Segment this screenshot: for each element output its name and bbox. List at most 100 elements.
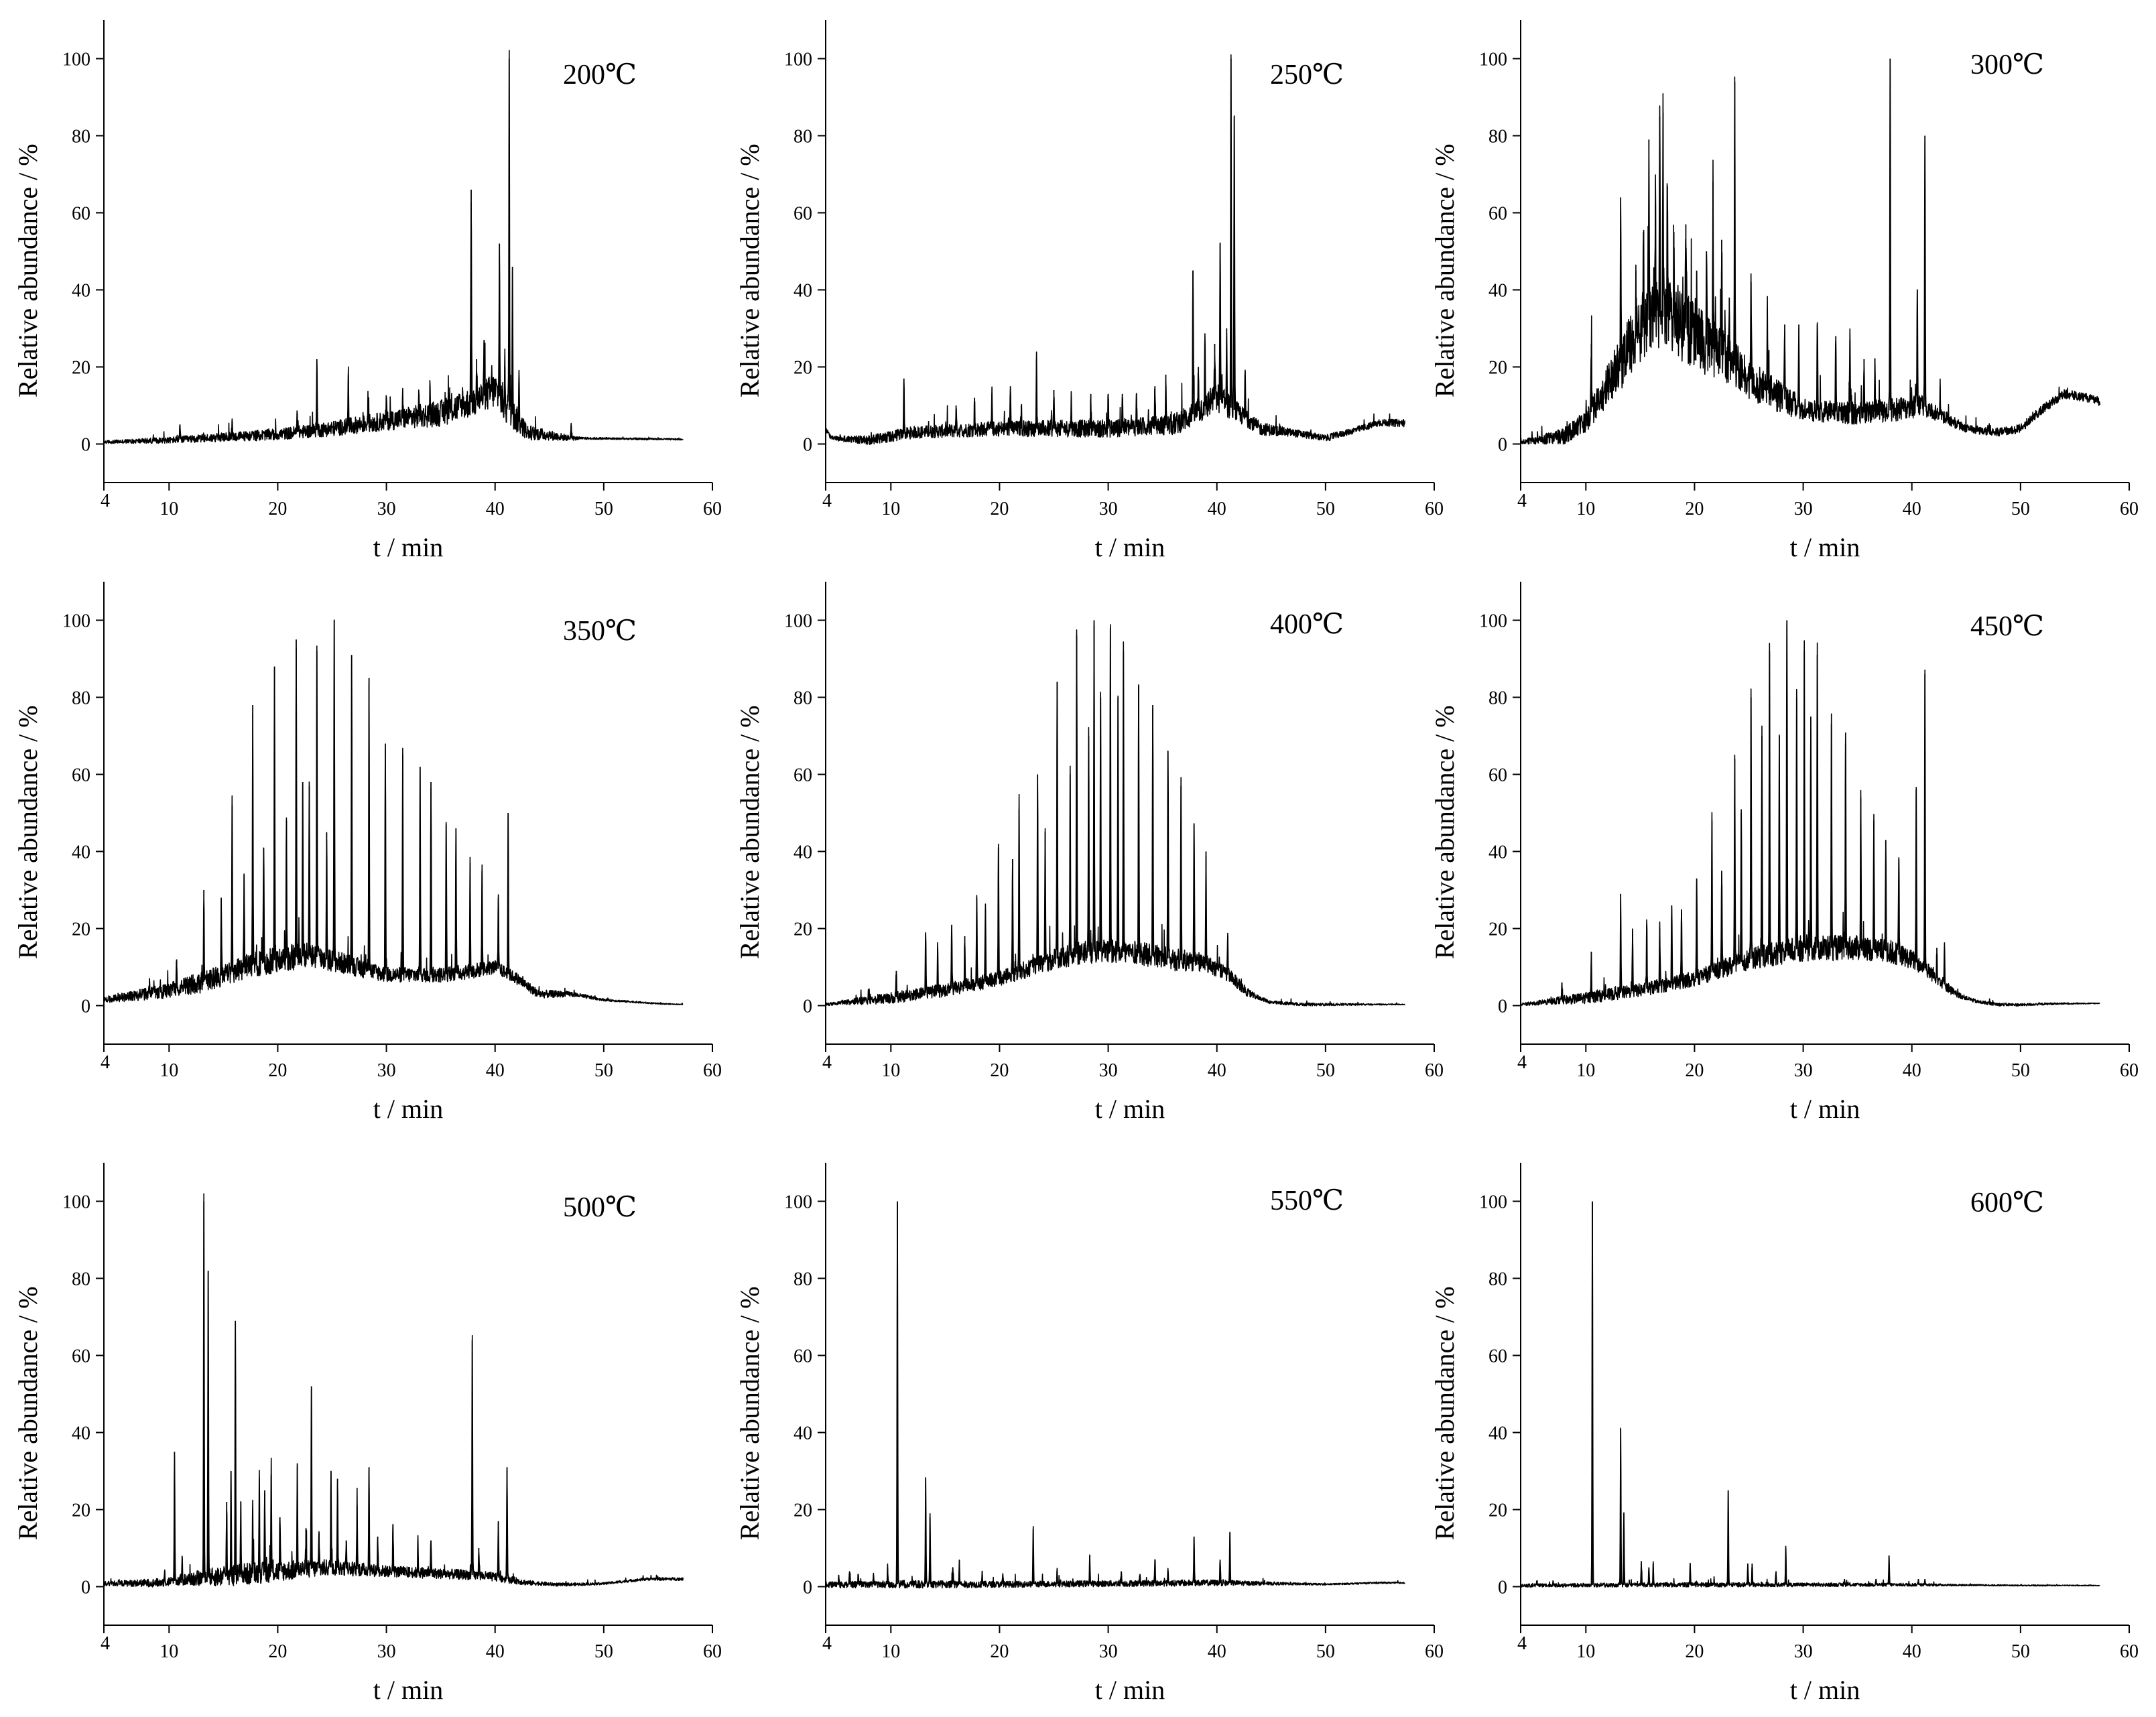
y-tick-label: 20: [794, 919, 812, 940]
x-tick-label: 10: [160, 1641, 178, 1662]
x-tick-label: 30: [1099, 1641, 1118, 1662]
chromatogram-panel: 0 20 40 60 80 100 4 10 20 30 40 50 60 t / min Relative…: [1430, 582, 2139, 1124]
chromatogram-trace: [1520, 1202, 2100, 1588]
x-tick-label: 60: [1425, 1641, 1444, 1662]
x-tick-label: 30: [1099, 1060, 1118, 1081]
y-tick-label: 40: [1488, 842, 1507, 863]
temperature-label: 400℃: [1270, 609, 1344, 640]
y-tick-label: 80: [72, 127, 90, 147]
x-axis-title: t / min: [373, 1094, 443, 1124]
y-tick-label: 80: [794, 127, 812, 147]
x-axis-title: t / min: [1790, 1094, 1860, 1124]
x-tick-label: 4: [101, 1052, 110, 1073]
x-axis-title: t / min: [1790, 1675, 1860, 1705]
x-tick-label: 50: [2011, 1060, 2030, 1081]
x-tick-label: 60: [1425, 499, 1444, 519]
x-tick-label: 60: [2120, 1641, 2139, 1662]
chromatogram-panel: 0 20 40 60 80 100 4 10 20 30 40 50 60 t / min Relative…: [1430, 1163, 2139, 1705]
y-tick-label: 60: [72, 204, 90, 225]
x-tick-label: 50: [594, 1060, 613, 1081]
x-tick-label: 50: [594, 1641, 613, 1662]
temperature-label: 300℃: [1970, 50, 2044, 80]
y-tick-label: 80: [1488, 688, 1507, 709]
x-tick-label: 20: [1685, 499, 1704, 519]
x-axis-title: t / min: [1095, 1675, 1165, 1705]
x-tick-label: 4: [822, 1052, 832, 1073]
y-tick-label: 0: [803, 1578, 812, 1598]
x-tick-label: 60: [703, 499, 722, 519]
temperature-label: 350℃: [563, 616, 637, 647]
x-tick-label: 40: [486, 1060, 505, 1081]
y-tick-label: 20: [72, 919, 90, 940]
y-tick-label: 0: [803, 435, 812, 456]
y-axis-title: Relative abundance / %: [13, 1286, 43, 1540]
x-tick-label: 20: [1685, 1641, 1704, 1662]
chromatogram-trace: [825, 624, 1405, 1007]
y-tick-label: 20: [1488, 1501, 1507, 1521]
temperature-label: 450℃: [1970, 611, 2044, 642]
x-tick-label: 10: [1576, 1641, 1595, 1662]
x-tick-label: 20: [268, 1641, 287, 1662]
y-tick-label: 0: [1498, 997, 1507, 1017]
x-tick-label: 4: [822, 1633, 832, 1654]
y-tick-label: 40: [794, 842, 812, 863]
y-tick-label: 20: [72, 1501, 90, 1521]
x-tick-label: 50: [1316, 1641, 1335, 1662]
x-tick-label: 60: [2120, 499, 2139, 519]
y-tick-label: 40: [794, 1423, 812, 1444]
x-tick-label: 20: [268, 1060, 287, 1081]
x-tick-label: 40: [1208, 1641, 1226, 1662]
x-tick-label: 40: [486, 499, 505, 519]
x-tick-label: 30: [1794, 499, 1813, 519]
temperature-label: 500℃: [563, 1192, 637, 1223]
x-tick-label: 20: [990, 1641, 1009, 1662]
x-tick-label: 40: [1903, 1060, 1921, 1081]
temperature-label: 600℃: [1970, 1188, 2044, 1218]
x-tick-label: 30: [1099, 499, 1118, 519]
y-axis-title: Relative abundance / %: [1430, 705, 1460, 959]
x-tick-label: 40: [1208, 499, 1226, 519]
y-tick-label: 20: [794, 1501, 812, 1521]
y-tick-label: 100: [784, 1192, 812, 1213]
x-tick-label: 50: [1316, 1060, 1335, 1081]
y-tick-label: 80: [794, 688, 812, 709]
x-tick-label: 4: [822, 491, 832, 511]
y-tick-label: 100: [62, 611, 90, 632]
x-tick-label: 20: [990, 499, 1009, 519]
y-tick-label: 60: [794, 765, 812, 786]
y-tick-label: 100: [784, 50, 812, 70]
temperature-label: 200℃: [563, 60, 637, 90]
y-tick-label: 60: [794, 1346, 812, 1367]
x-tick-label: 20: [268, 499, 287, 519]
x-tick-label: 10: [881, 499, 900, 519]
chromatogram-panel: 0 20 40 60 80 100 4 10 20 30 40 50 60 t / min Relative…: [1430, 20, 2139, 562]
y-tick-label: 40: [72, 842, 90, 863]
x-axis-title: t / min: [1790, 532, 1860, 562]
x-tick-label: 40: [486, 1641, 505, 1662]
chromatogram-panel: 0 20 40 60 80 100 4 10 20 30 40 50 60 t / min Relative…: [735, 582, 1444, 1124]
chromatogram-panel: 0 20 40 60 80 100 4 10 20 30 40 50 60 t / min Relative…: [13, 20, 722, 562]
chromatogram-panel: 0 20 40 60 80 100 4 10 20 30 40 50 60 t / min Relative…: [13, 582, 722, 1124]
x-tick-label: 60: [2120, 1060, 2139, 1081]
y-tick-label: 80: [1488, 127, 1507, 147]
y-tick-label: 40: [1488, 1423, 1507, 1444]
temperature-label: 250℃: [1270, 60, 1344, 90]
x-tick-label: 50: [2011, 1641, 2030, 1662]
x-tick-label: 60: [703, 1060, 722, 1081]
x-tick-label: 30: [377, 499, 396, 519]
y-tick-label: 60: [72, 765, 90, 786]
chromatogram-trace: [825, 54, 1405, 445]
y-axis-title: Relative abundance / %: [735, 143, 765, 397]
y-axis-title: Relative abundance / %: [735, 705, 765, 959]
y-tick-label: 0: [81, 1578, 90, 1598]
x-tick-label: 4: [101, 1633, 110, 1654]
x-tick-label: 60: [1425, 1060, 1444, 1081]
x-tick-label: 60: [703, 1641, 722, 1662]
x-tick-label: 50: [2011, 499, 2030, 519]
x-tick-label: 10: [1576, 499, 1595, 519]
x-tick-label: 4: [1517, 1633, 1527, 1654]
y-tick-label: 100: [62, 1192, 90, 1213]
x-tick-label: 40: [1903, 499, 1921, 519]
y-tick-label: 100: [784, 611, 812, 632]
